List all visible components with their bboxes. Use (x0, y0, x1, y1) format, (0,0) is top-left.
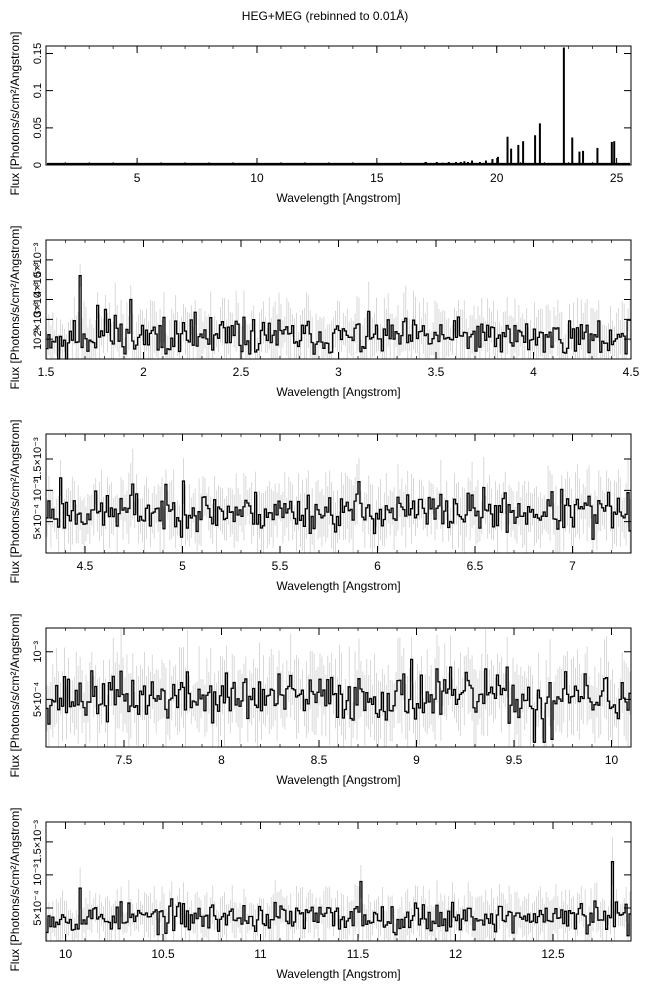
panel-2-y-tick-label-2: 2×10⁻³ (32, 302, 44, 337)
panel-5-y-axis-label: Flux [Photons/s/cm²/Angstrom] (8, 807, 22, 971)
panel-3-x-tick-label-1: 4.5 (77, 559, 94, 573)
panel-1-y-tick-label-3: 0.1 (32, 83, 44, 98)
panel-1-x-tick-label-2: 10 (250, 171, 264, 185)
panel-3-y-tick-label-1: 5×10⁻⁴ (32, 504, 44, 540)
panel-4-y-tick-label-2: 10⁻³ (32, 641, 44, 663)
panel-2-spectrum-line (46, 275, 631, 360)
panel-2-x-tick-label-4: 3 (335, 365, 342, 379)
panel-4-y-axis-label: Flux [Photons/s/cm²/Angstrom] (8, 613, 22, 777)
panel-5-spectrum-line (46, 861, 631, 937)
panel-3-x-tick-label-4: 6 (374, 559, 381, 573)
panel-2-y-tick-label-5: 5×10⁻³ (32, 242, 44, 277)
panel-4-x-tick-label-6: 10 (605, 753, 619, 767)
panel-2-x-tick-label-5: 3.5 (428, 365, 445, 379)
panel-3-x-tick-label-2: 5 (179, 559, 186, 573)
panel-4-x-tick-label-4: 9 (413, 753, 420, 767)
panel-3-x-tick-label-5: 6.5 (467, 559, 484, 573)
panel-2-x-tick-label-1: 1.5 (38, 365, 55, 379)
panel-2-x-tick-label-7: 4.5 (623, 365, 640, 379)
panel-5-x-tick-label-5: 12 (449, 947, 463, 961)
panel-2-x-tick-label-6: 4 (530, 365, 537, 379)
panel-2-y-tick-label-4: 4×10⁻³ (32, 262, 44, 297)
panel-3-y-axis-label: Flux [Photons/s/cm²/Angstrom] (8, 419, 22, 583)
panel-5-y-tick-label-2: 10⁻³ (32, 864, 44, 886)
panel-3-y-tick-label-3: 1.5×10⁻³ (32, 437, 44, 481)
panel-4-x-tick-label-1: 7.5 (116, 753, 133, 767)
panel-2-y-axis-label: Flux [Photons/s/cm²/Angstrom] (8, 225, 22, 389)
panel-2-y-tick-label-3: 3×10⁻³ (32, 282, 44, 317)
panel-1-y-axis-label: Flux [Photons/s/cm²/Angstrom] (8, 31, 22, 195)
panel-1-axes-frame (45, 45, 632, 166)
panel-5-x-tick-label-3: 11 (254, 947, 267, 961)
panel-5-x-tick-label-1: 10 (59, 947, 73, 961)
panel-2-x-tick-label-2: 2 (140, 365, 147, 379)
figure-title: HEG+MEG (rebinned to 0.01Å) (241, 9, 409, 23)
panel-1-x-tick-label-3: 15 (370, 171, 384, 185)
panel-4-x-tick-label-2: 8 (218, 753, 225, 767)
panel-1-y-tick-label-4: 0.15 (32, 43, 44, 64)
panel-1-x-tick-label-5: 25 (610, 171, 624, 185)
panel-3-error-bars (46, 448, 631, 553)
panel-3-x-tick-label-6: 7 (569, 559, 576, 573)
panel-5-x-axis-label: Wavelength [Angstrom] (276, 967, 400, 981)
panel-1-y-tick-label-1: 0 (32, 162, 44, 168)
panel-5-y-tick-label-3: 1.5×10⁻³ (32, 820, 44, 864)
panel-1-x-minor-ticks (64, 46, 617, 165)
panel-4-x-tick-label-3: 8.5 (311, 753, 328, 767)
panel-2-y-tick-label-1: 10⁻³ (32, 328, 44, 350)
panel-5-x-tick-label-4: 11.5 (347, 947, 370, 961)
panel-5-x-tick-label-6: 12.5 (541, 947, 565, 961)
panel-1-x-axis-label: Wavelength [Angstrom] (276, 191, 400, 205)
panel-1-y-tick-label-2: 0.05 (32, 117, 44, 138)
panel-4-x-tick-label-5: 9.5 (506, 753, 523, 767)
panel-3-x-axis-label: Wavelength [Angstrom] (276, 579, 400, 593)
panel-2-error-bars (46, 264, 631, 359)
panel-2-x-tick-label-3: 2.5 (233, 365, 250, 379)
panel-3-x-tick-label-3: 5.5 (272, 559, 289, 573)
panel-3-spectrum-line (46, 477, 631, 540)
panel-4-x-axis-label: Wavelength [Angstrom] (276, 773, 400, 787)
panel-1-x-tick-label-4: 20 (490, 171, 504, 185)
panel-5-y-tick-label-1: 5×10⁻⁴ (32, 890, 44, 926)
panel-2-x-axis-label: Wavelength [Angstrom] (276, 385, 400, 399)
panel-5-x-tick-label-2: 10.5 (151, 947, 175, 961)
panel-1-x-tick-label-1: 5 (134, 171, 141, 185)
panel-4-spectrum-line (46, 658, 631, 743)
panel-4-y-tick-label-1: 5×10⁻⁴ (32, 681, 44, 717)
panel-3-y-tick-label-2: 10⁻³ (32, 479, 44, 501)
